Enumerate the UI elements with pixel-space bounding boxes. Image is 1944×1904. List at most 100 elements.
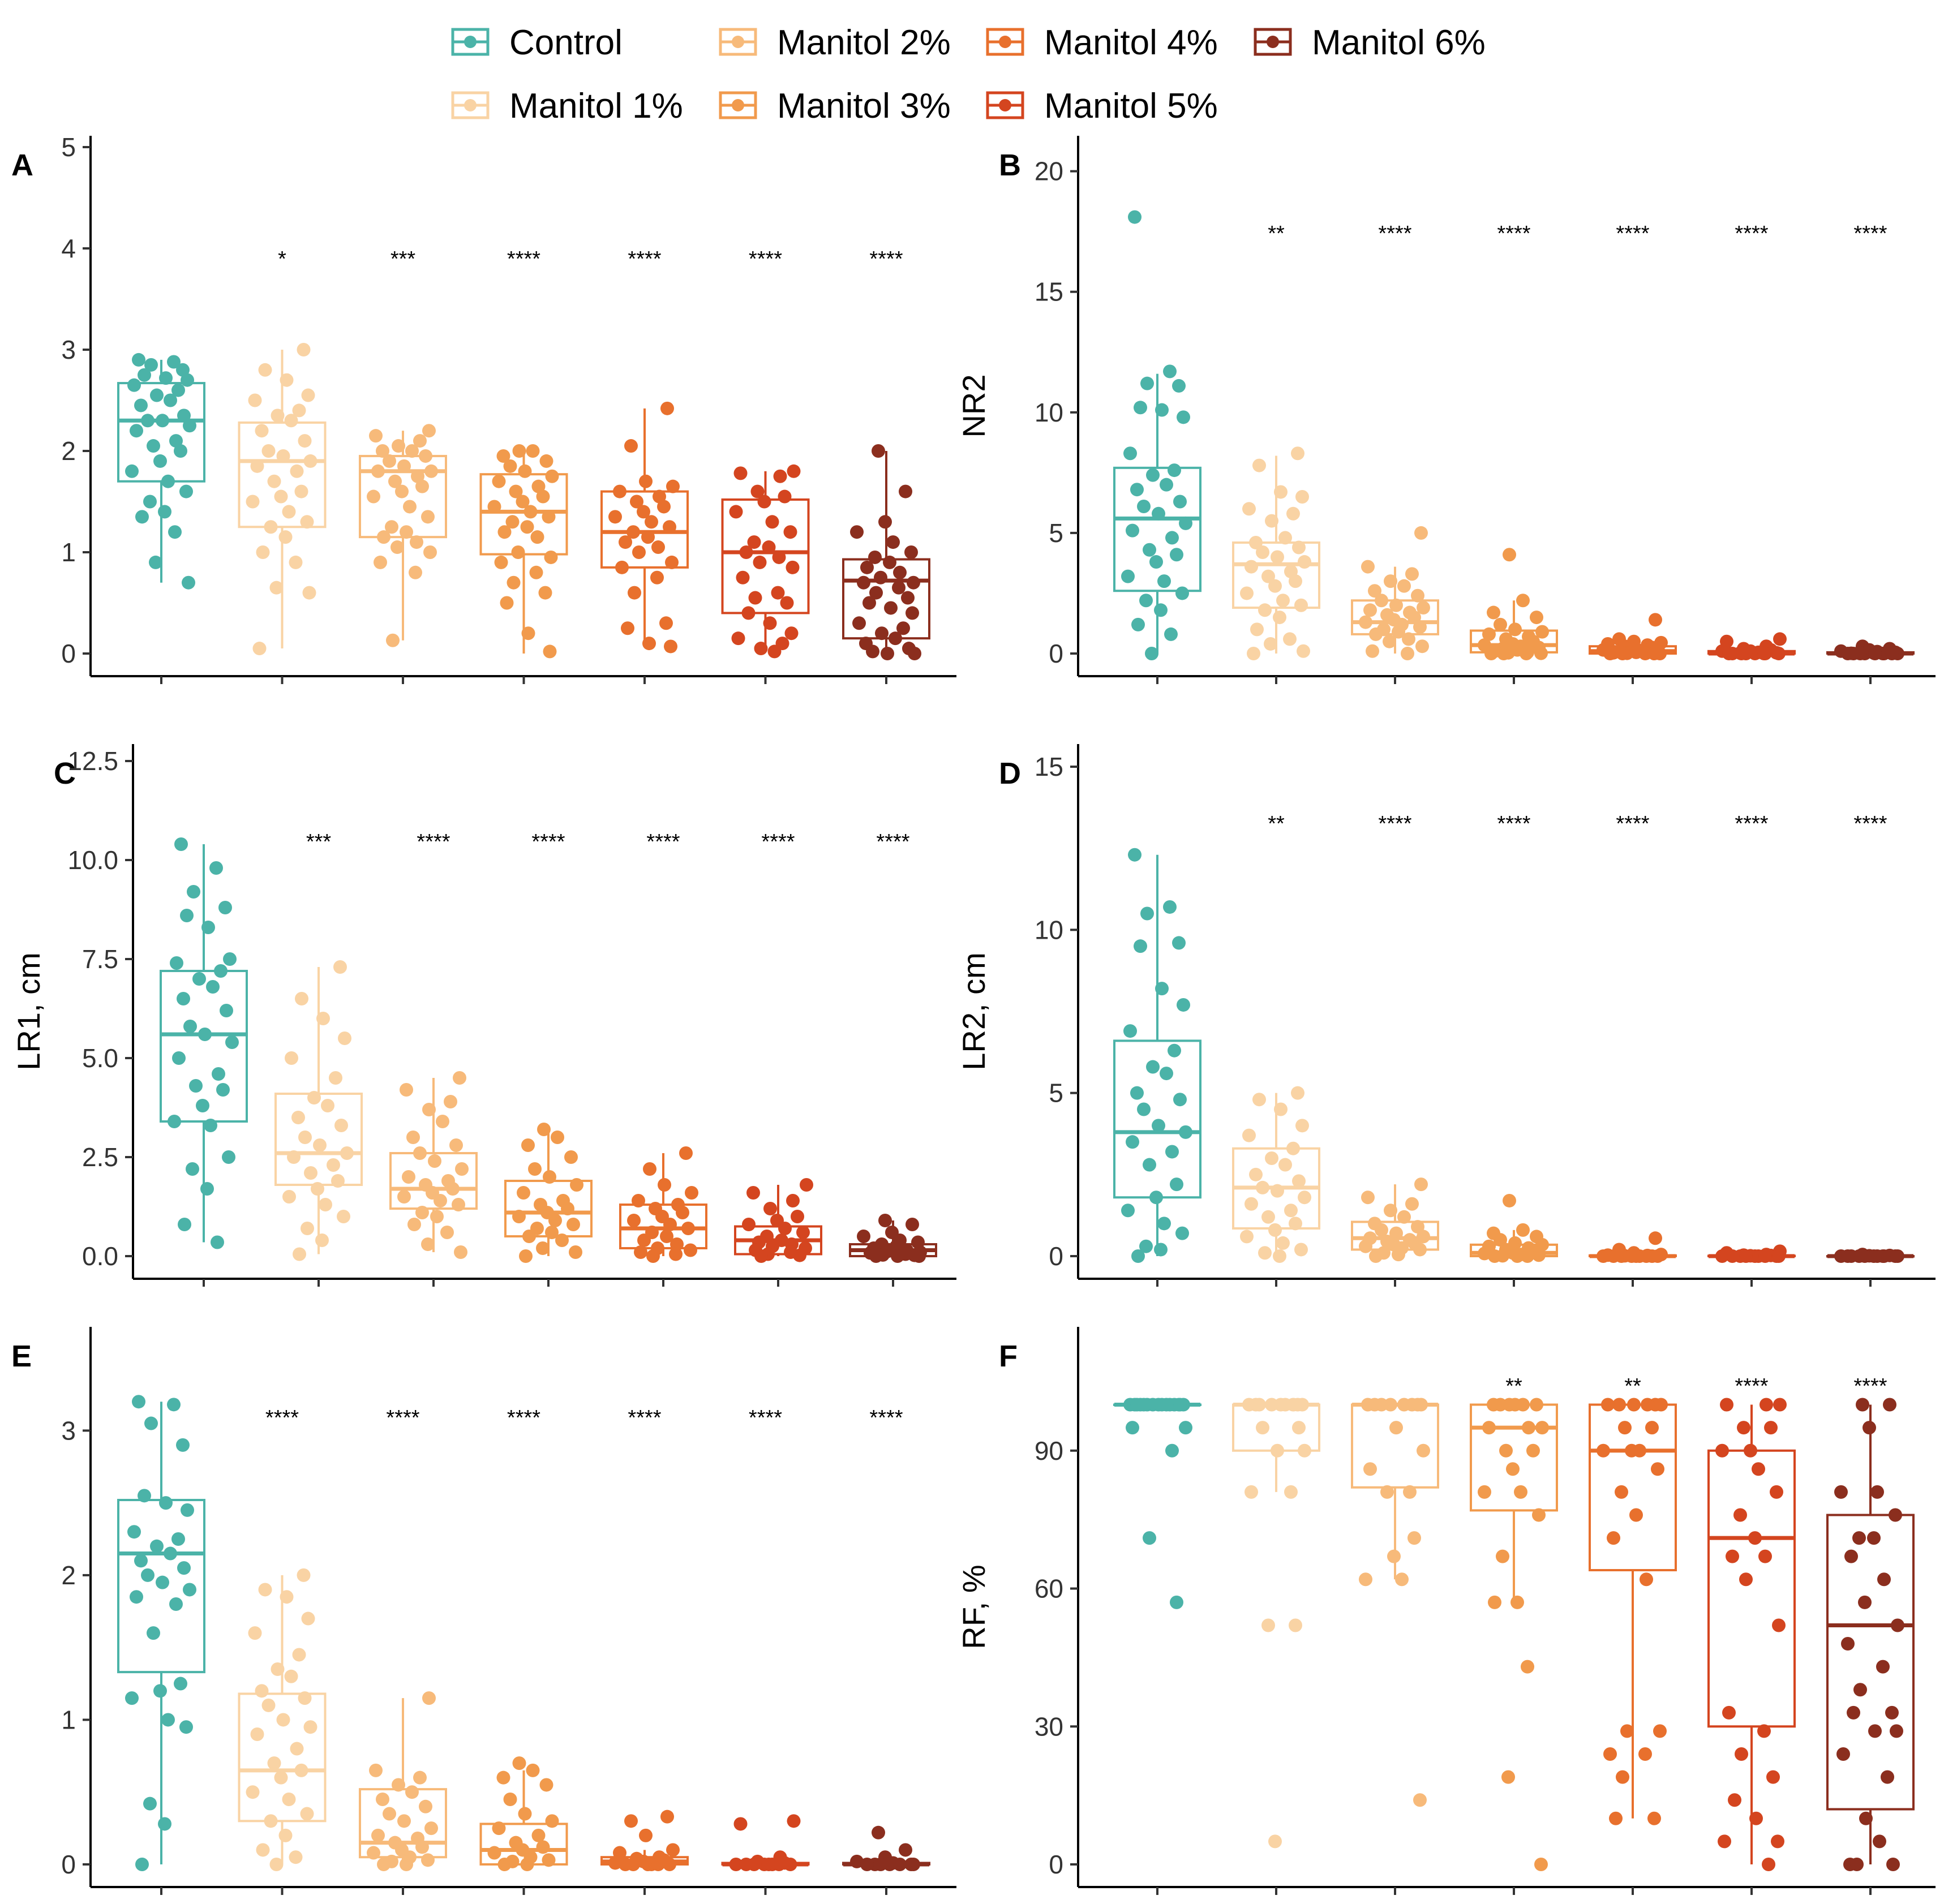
data-point (1877, 1572, 1891, 1587)
data-point (492, 1821, 506, 1836)
data-point (256, 545, 270, 559)
data-point (1597, 1249, 1610, 1263)
data-point (793, 1248, 806, 1262)
data-point (1149, 1190, 1163, 1205)
data-point (1601, 1398, 1615, 1412)
data-point (388, 474, 402, 488)
box-manitol-5 (721, 1814, 810, 1871)
data-point (400, 525, 413, 539)
y-tick-label: 0 (61, 639, 76, 668)
data-point (218, 901, 232, 914)
data-point (771, 586, 785, 600)
data-point (497, 525, 512, 539)
data-point (746, 1186, 760, 1200)
data-point (1735, 1747, 1748, 1761)
data-point (496, 1770, 510, 1785)
data-point (487, 500, 501, 514)
data-point (906, 1218, 919, 1231)
data-point (1121, 569, 1135, 583)
data-point (899, 1843, 912, 1857)
significance-label: **** (876, 830, 909, 854)
data-point (1494, 617, 1507, 631)
data-point (174, 1677, 187, 1691)
data-point (641, 1858, 655, 1871)
data-point (169, 1597, 183, 1611)
data-point (291, 1111, 305, 1124)
data-point (1137, 1102, 1151, 1116)
data-point (295, 992, 308, 1005)
data-point (1395, 1572, 1409, 1587)
box-manitol-2 (1351, 1398, 1439, 1807)
data-point (200, 1182, 214, 1196)
data-point (1607, 1531, 1620, 1545)
y-tick-label: 0.0 (82, 1241, 118, 1271)
data-point (369, 1763, 383, 1777)
y-tick-label: 1 (61, 1705, 76, 1734)
data-point (222, 1150, 235, 1164)
data-point (1773, 1398, 1787, 1412)
data-point (1836, 1747, 1850, 1761)
data-point (729, 1858, 743, 1871)
data-point (1128, 848, 1141, 862)
data-point (1726, 1549, 1739, 1563)
data-point (907, 1858, 920, 1871)
y-tick-label: 3 (61, 1416, 76, 1445)
data-point (298, 1131, 312, 1144)
data-point (1261, 1618, 1275, 1632)
significance-label: **** (265, 1406, 299, 1430)
data-point (1392, 1248, 1405, 1262)
data-point (176, 363, 190, 377)
significance-label: **** (1735, 812, 1768, 836)
data-point (639, 474, 653, 488)
data-point (1252, 458, 1266, 472)
data-point (1173, 495, 1187, 509)
data-point (168, 525, 182, 539)
y-tick-label: 3 (61, 335, 76, 364)
box-control (117, 353, 205, 590)
data-point (1885, 647, 1899, 660)
significance-label: **** (1853, 1374, 1887, 1398)
data-point (1366, 644, 1379, 658)
data-point (762, 540, 776, 555)
data-point (1640, 1249, 1653, 1263)
data-point (1359, 615, 1372, 629)
data-point (1359, 1239, 1372, 1253)
data-point (906, 606, 919, 620)
data-point (1163, 900, 1177, 914)
data-point (507, 575, 521, 590)
data-point (292, 403, 306, 418)
data-point (1858, 1595, 1872, 1609)
data-point (278, 1828, 293, 1842)
data-point (762, 1858, 776, 1871)
data-point (1881, 1770, 1894, 1784)
data-point (144, 1416, 158, 1430)
data-point (256, 1843, 270, 1857)
data-point (1173, 1093, 1187, 1107)
data-point (158, 1817, 171, 1831)
significance-label: **** (749, 247, 782, 271)
data-point (1718, 1834, 1731, 1849)
data-point (1627, 1398, 1641, 1412)
data-point (261, 444, 276, 458)
data-point (1284, 1485, 1298, 1499)
data-point (739, 545, 753, 559)
data-point (422, 1691, 436, 1705)
data-point (747, 535, 761, 549)
data-point (134, 398, 148, 412)
data-point (411, 469, 424, 483)
y-tick-label: 0 (1049, 1850, 1063, 1879)
legend-key-dot (1267, 36, 1279, 48)
data-point (300, 515, 314, 529)
data-point (866, 644, 879, 659)
data-point (874, 570, 887, 584)
box-manitol-3 (1470, 548, 1558, 660)
y-tick-label: 7.5 (82, 944, 118, 974)
data-point (681, 1222, 695, 1235)
data-point (1146, 468, 1160, 482)
data-point (1488, 1595, 1501, 1609)
data-point (1247, 647, 1260, 660)
data-point (1403, 1485, 1417, 1499)
legend-label: Manitol 4% (1044, 23, 1218, 62)
data-point (293, 1247, 306, 1261)
